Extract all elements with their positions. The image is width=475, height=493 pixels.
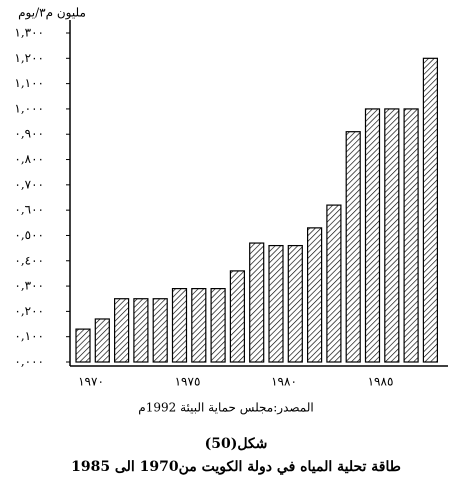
bar <box>307 227 323 363</box>
y-tick-label: ٠,٦٠٠ <box>14 203 44 217</box>
bar <box>364 108 381 363</box>
x-tick-label: ١٩٨٠ <box>271 375 297 389</box>
bar <box>422 57 438 363</box>
y-tick-label: ١,٠٠٠ <box>14 101 44 115</box>
y-tick-label: ٠,٤٠٠ <box>14 253 44 267</box>
x-tick-label: ١٩٧٠ <box>78 375 104 389</box>
bar <box>384 108 400 363</box>
y-axis-label: مليون م٣/يوم <box>18 6 86 20</box>
source: المصدر:مجلس حماية البيئة 1992م <box>138 401 313 415</box>
y-tick-label: ٠,٩٠٠ <box>14 127 44 141</box>
bar <box>326 204 342 363</box>
y-tick-label: ٠,٣٠٠ <box>14 279 44 293</box>
bar <box>152 298 168 363</box>
y-tick-label: ٠,٨٠٠ <box>14 152 44 166</box>
y-tick-label: ٠,٥٠٠ <box>14 228 44 242</box>
bar <box>345 131 361 363</box>
bar <box>249 242 265 363</box>
bar <box>94 318 110 363</box>
x-tick-label: ١٩٨٥ <box>368 375 394 389</box>
y-tick-label: ١,٣٠٠ <box>14 26 44 40</box>
bar <box>287 244 303 363</box>
bar <box>133 298 149 363</box>
bar <box>229 270 245 363</box>
y-tick-label: ٠,٧٠٠ <box>14 177 44 191</box>
bar <box>75 328 91 363</box>
y-tick-label: ١,٢٠٠ <box>14 51 44 65</box>
x-tick-label: ١٩٧٥ <box>175 375 201 389</box>
y-tick-label: ٠,٢٠٠ <box>14 304 44 318</box>
figure-number: شكل(50) <box>205 436 268 452</box>
bar <box>191 288 207 363</box>
bar <box>171 288 188 363</box>
bar <box>210 288 226 363</box>
y-tick-label: ١,١٠٠ <box>14 76 44 90</box>
chart-title: طاقة تحلية المياه في دولة الكويت من1970 … <box>71 459 401 475</box>
y-tick-label: ٠,١٠٠ <box>14 329 44 343</box>
bar <box>113 298 130 363</box>
bar <box>268 244 284 363</box>
bar <box>403 108 419 363</box>
y-tick-label: ٠,٠٠٠ <box>14 355 44 369</box>
